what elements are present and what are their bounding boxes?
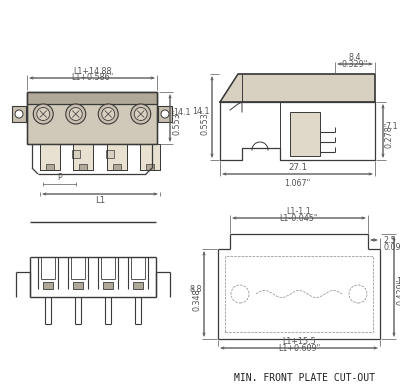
Text: 1.067": 1.067" — [284, 179, 311, 188]
Bar — [12, 106, 26, 122]
Bar — [225, 256, 373, 332]
Polygon shape — [220, 74, 375, 102]
Text: 0.329": 0.329" — [342, 60, 368, 69]
Bar — [133, 282, 143, 289]
Bar — [72, 150, 80, 158]
Circle shape — [98, 104, 118, 124]
Text: P: P — [57, 173, 62, 182]
Text: L1-0.045": L1-0.045" — [280, 214, 318, 223]
Text: L1+0.586": L1+0.586" — [71, 73, 113, 82]
Text: 14.1: 14.1 — [173, 107, 190, 116]
Text: 8.4: 8.4 — [349, 53, 361, 62]
Bar — [106, 150, 114, 158]
Bar — [107, 144, 127, 170]
Text: 2.5: 2.5 — [383, 236, 396, 245]
Text: 8.8: 8.8 — [190, 285, 202, 294]
Circle shape — [134, 107, 147, 120]
Text: 7.1: 7.1 — [385, 122, 398, 131]
Bar — [158, 106, 172, 122]
Text: L1+0.609": L1+0.609" — [278, 344, 320, 353]
Bar — [79, 164, 87, 170]
Circle shape — [69, 107, 82, 120]
Text: L1+14.88: L1+14.88 — [73, 67, 111, 76]
Text: 0.348": 0.348" — [193, 285, 202, 311]
Bar — [27, 92, 157, 104]
Bar — [73, 282, 83, 289]
Text: 0.429": 0.429" — [396, 278, 400, 305]
Bar — [73, 144, 93, 170]
Text: 27.1: 27.1 — [288, 163, 307, 172]
Text: 10.9: 10.9 — [396, 277, 400, 286]
Bar — [27, 92, 157, 144]
Circle shape — [15, 110, 23, 118]
Bar — [43, 282, 53, 289]
Text: L1+15.5: L1+15.5 — [282, 337, 316, 346]
Bar — [103, 282, 113, 289]
Text: 0.278": 0.278" — [385, 122, 394, 148]
Bar — [290, 112, 320, 156]
Circle shape — [66, 104, 86, 124]
Text: 0.553": 0.553" — [173, 109, 182, 135]
Circle shape — [33, 104, 53, 124]
Text: L1-1.1: L1-1.1 — [287, 207, 311, 216]
Circle shape — [37, 107, 50, 120]
Bar — [140, 144, 160, 170]
Circle shape — [161, 110, 169, 118]
Bar — [113, 164, 121, 170]
Bar — [46, 164, 54, 170]
Text: 14.1: 14.1 — [192, 107, 210, 116]
Text: MIN. FRONT PLATE CUT-OUT: MIN. FRONT PLATE CUT-OUT — [234, 373, 376, 383]
Bar — [40, 144, 60, 170]
Circle shape — [131, 104, 151, 124]
Circle shape — [102, 107, 115, 120]
Bar — [146, 164, 154, 170]
Text: 0.096": 0.096" — [383, 243, 400, 252]
Text: L1: L1 — [95, 196, 105, 205]
Text: 0.553": 0.553" — [201, 109, 210, 135]
